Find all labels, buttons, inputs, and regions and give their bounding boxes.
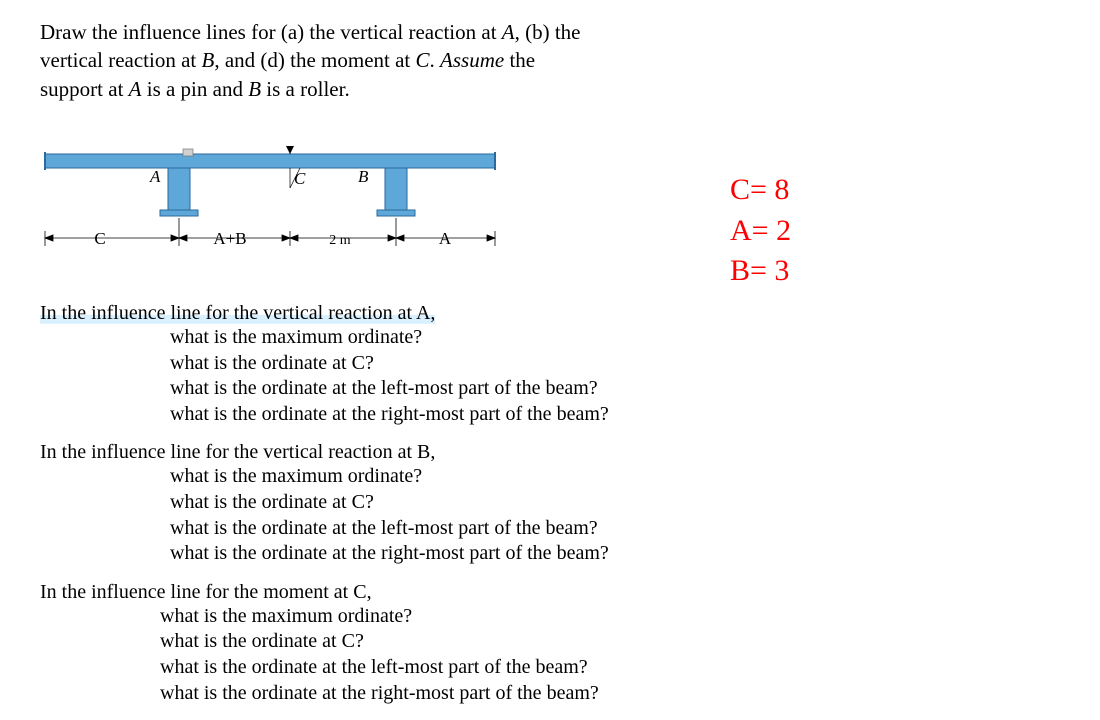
parameter-values: C= 8 A= 2 B= 3 <box>730 170 791 292</box>
problem-line2-text3: . <box>430 48 441 72</box>
beam-label-C: C <box>294 169 306 188</box>
var-B2: B <box>248 77 261 101</box>
problem-line1-text: Draw the influence lines for (a) the ver… <box>40 20 502 44</box>
question-block-2: In the influence line for the vertical r… <box>40 441 680 566</box>
var-A: A <box>502 20 515 44</box>
q1-intro: In the influence line for the vertical r… <box>40 302 435 324</box>
questions-section: In the influence line for the vertical r… <box>40 302 680 720</box>
problem-line3-text: support at <box>40 77 129 101</box>
question-block-1: In the influence line for the vertical r… <box>40 302 680 427</box>
param-B: B= 3 <box>730 251 791 292</box>
dim-AB: A+B <box>213 229 246 248</box>
q2-sub4: what is the ordinate at the right-most p… <box>40 541 680 567</box>
q3-intro: In the influence line for the moment at … <box>40 581 680 604</box>
problem-line3-text2: is a pin and <box>141 77 248 101</box>
q1-sub1: what is the maximum ordinate? <box>40 325 680 351</box>
question-block-3: In the influence line for the moment at … <box>40 581 680 706</box>
problem-statement: Draw the influence lines for (a) the ver… <box>40 18 1060 103</box>
beam-label-B: B <box>358 167 369 186</box>
problem-line3-text3: is a roller. <box>261 77 350 101</box>
q3-sub2: what is the ordinate at C? <box>40 629 680 655</box>
beam-diagram: A B C C A+B 2 m <box>40 146 510 266</box>
param-A: A= 2 <box>730 211 791 252</box>
dim-C: C <box>94 229 105 248</box>
q2-sub3: what is the ordinate at the left-most pa… <box>40 516 680 542</box>
dim-2m: 2 m <box>329 233 351 248</box>
q2-sub2: what is the ordinate at C? <box>40 490 680 516</box>
beam-label-A: A <box>149 167 161 186</box>
q1-sub3: what is the ordinate at the left-most pa… <box>40 376 680 402</box>
problem-line2-text: vertical reaction at <box>40 48 202 72</box>
dim-A: A <box>439 229 452 248</box>
var-A2: A <box>129 77 142 101</box>
q3-sub1: what is the maximum ordinate? <box>40 604 680 630</box>
var-C: C <box>416 48 430 72</box>
param-C: C= 8 <box>730 170 791 211</box>
q2-intro: In the influence line for the vertical r… <box>40 441 680 464</box>
assume-text: Assume <box>440 48 504 72</box>
problem-line2-text2: , and (d) the moment at <box>214 48 415 72</box>
q3-sub3: what is the ordinate at the left-most pa… <box>40 655 680 681</box>
q3-sub4: what is the ordinate at the right-most p… <box>40 681 680 707</box>
problem-line2-text4: the <box>504 48 535 72</box>
q1-sub2: what is the ordinate at C? <box>40 351 680 377</box>
q2-sub1: what is the maximum ordinate? <box>40 464 680 490</box>
problem-line1-text2: , (b) the <box>515 20 581 44</box>
var-B: B <box>202 48 215 72</box>
q1-sub4: what is the ordinate at the right-most p… <box>40 402 680 428</box>
